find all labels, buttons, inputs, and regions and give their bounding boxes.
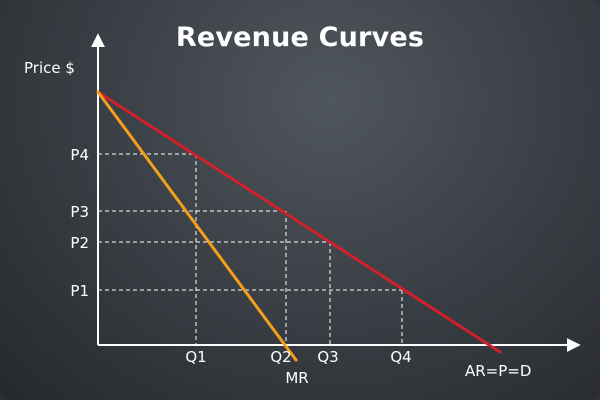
diagram-title: Revenue Curves bbox=[175, 22, 425, 53]
quantity-label-q1: Q1 bbox=[185, 348, 206, 366]
ar-demand-curve bbox=[96, 90, 502, 354]
ar-demand-curve-label: AR=P=D bbox=[465, 362, 531, 380]
price-label-p3: P3 bbox=[70, 203, 89, 221]
y-axis-label: Price $ bbox=[24, 59, 75, 77]
price-label-p2: P2 bbox=[70, 234, 89, 252]
quantity-label-q2: Q2 bbox=[270, 348, 291, 366]
mr-curve bbox=[96, 90, 298, 362]
price-label-p4: P4 bbox=[70, 146, 89, 164]
mr-curve-label: MR bbox=[285, 369, 308, 387]
guide-lines bbox=[98, 153, 403, 345]
quantity-label-q4: Q4 bbox=[390, 348, 411, 366]
quantity-label-q3: Q3 bbox=[317, 348, 338, 366]
price-label-p1: P1 bbox=[70, 282, 89, 300]
